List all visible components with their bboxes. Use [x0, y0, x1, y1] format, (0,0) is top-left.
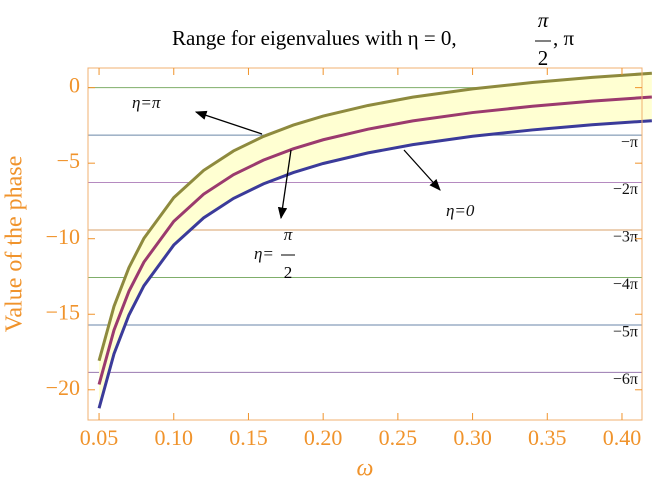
reference-label: −2π	[613, 181, 638, 198]
annotation-arrow	[403, 149, 441, 191]
x-tick-label: 0.05	[80, 425, 119, 450]
y-tick-label: −10	[46, 224, 80, 249]
y-tick-label: 0	[69, 73, 80, 98]
reference-label: −5π	[613, 324, 638, 341]
x-axis-label: ω	[357, 456, 374, 482]
x-tick-label: 0.25	[379, 425, 418, 450]
x-tick-label: 0.35	[528, 425, 567, 450]
series-line	[97, 71, 652, 362]
x-tick-label: 0.40	[603, 425, 642, 450]
x-tick-label: 0.30	[453, 425, 492, 450]
x-tick-label: 0.20	[304, 425, 343, 450]
chart-title: Range for eigenvalues with η = 0,	[172, 26, 457, 50]
annotation: η=0	[446, 201, 475, 220]
annotation-arrow	[277, 149, 292, 220]
annotation: η=π	[132, 93, 161, 112]
reference-label: −4π	[613, 276, 638, 293]
reference-label: −6π	[613, 371, 638, 388]
reference-label: −3π	[613, 229, 638, 246]
annotation-fraction-denominator: 2	[284, 263, 293, 282]
plot-area	[88, 71, 652, 409]
title-fraction-numerator: π	[538, 8, 549, 32]
y-axis-label: Value of the phase	[2, 156, 28, 333]
series-line	[97, 119, 652, 409]
annotation-fraction-numerator: π	[284, 225, 293, 244]
x-tick-label: 0.10	[155, 425, 194, 450]
y-tick-label: −15	[46, 299, 80, 324]
title-fraction-denominator: 2	[538, 46, 549, 70]
y-tick-label: −5	[57, 148, 80, 173]
annotation-arrow	[194, 110, 263, 135]
x-tick-label: 0.15	[229, 425, 268, 450]
reference-label: −π	[621, 134, 638, 151]
series-line	[97, 95, 652, 385]
title-tail: , π	[553, 26, 575, 50]
y-tick-label: −20	[46, 375, 80, 400]
band	[99, 73, 652, 409]
annotation: η=	[254, 244, 274, 263]
frame	[87, 67, 643, 421]
